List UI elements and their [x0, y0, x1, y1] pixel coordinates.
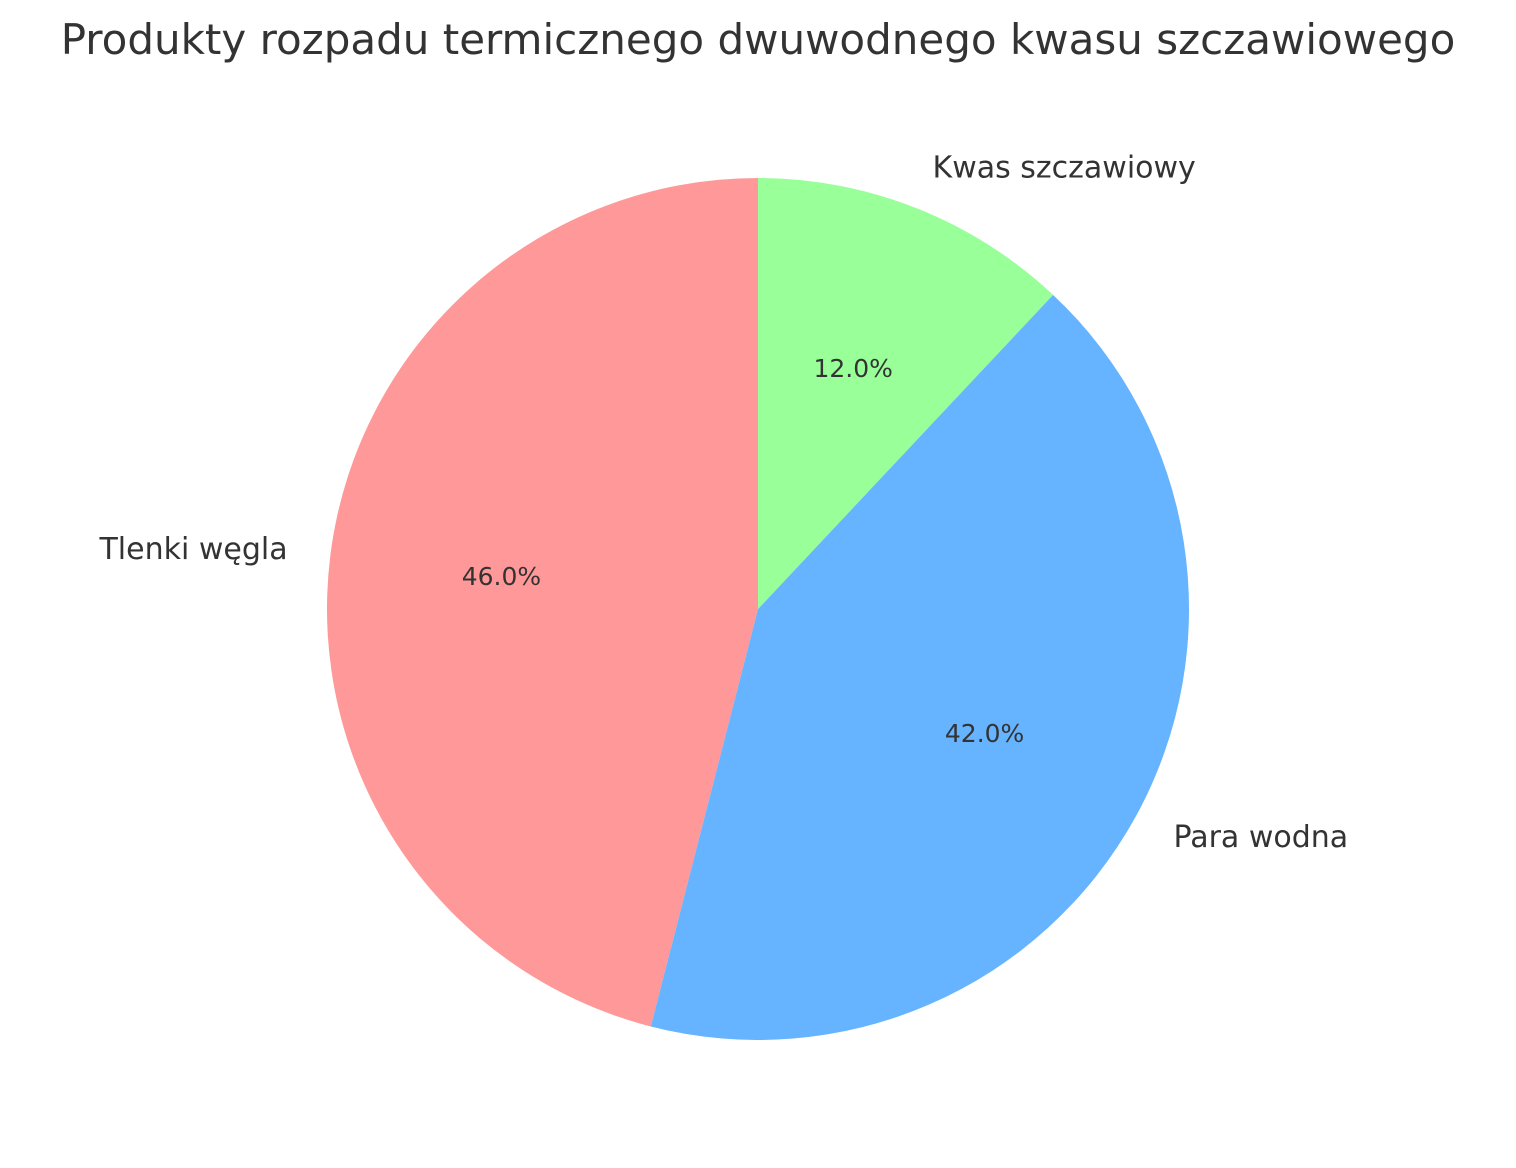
slice-label-2: Kwas szczawiowy: [933, 151, 1196, 186]
slice-percent-1: 42.0%: [945, 719, 1024, 748]
pie-labels: Tlenki węgla 46.0% Para wodna 42.0% Kwas szc…: [98, 151, 1348, 855]
slice-percent-2: 12.0%: [813, 354, 892, 383]
pie-slice-0: [326, 178, 758, 1027]
slice-label-0: Tlenki węgla: [98, 532, 287, 567]
pie-slice-1: [650, 294, 1189, 1040]
pie-slices: [326, 178, 1189, 1040]
pie-slice-2: [758, 178, 1054, 609]
chart-title: Produkty rozpadu termicznego dwuwodnego …: [61, 15, 1456, 64]
slice-percent-0: 46.0%: [462, 562, 541, 591]
slice-label-1: Para wodna: [1173, 820, 1348, 855]
